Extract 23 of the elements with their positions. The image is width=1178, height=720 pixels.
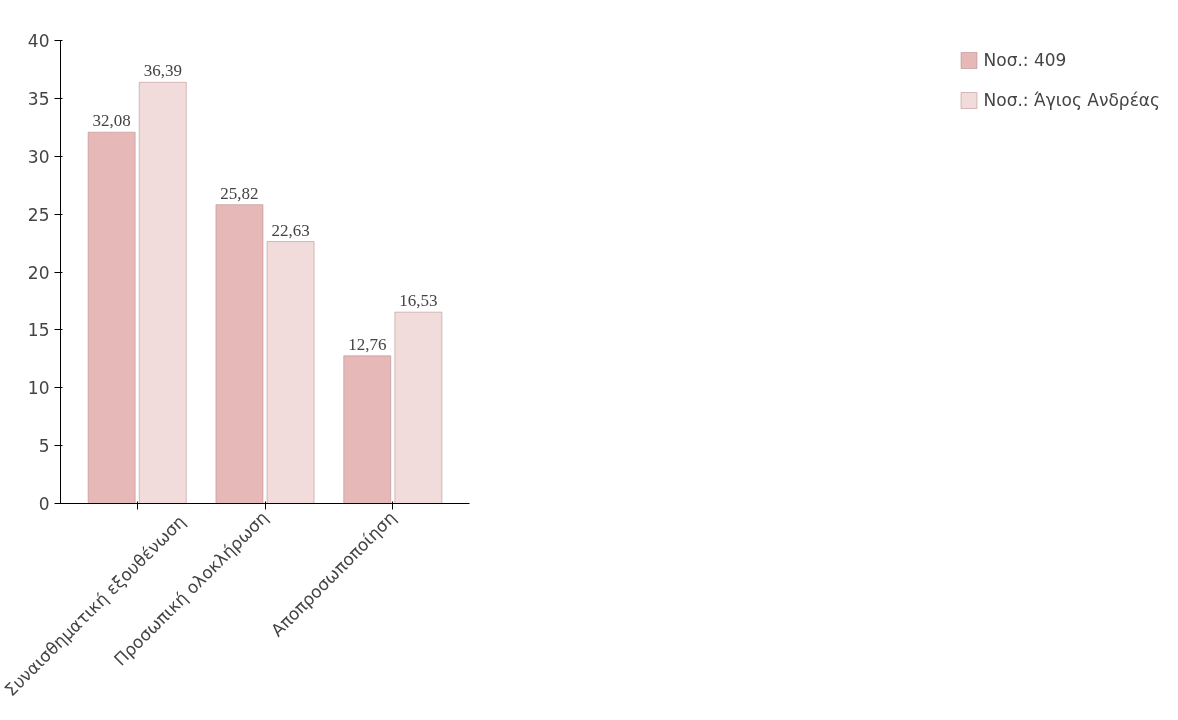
bar <box>215 204 264 504</box>
y-tick-label: 30 <box>27 146 50 167</box>
data-label: 22,63 <box>271 220 310 240</box>
data-label: 36,39 <box>143 61 182 81</box>
y-tick-label: 35 <box>27 88 50 109</box>
bar <box>87 131 136 504</box>
bar <box>394 311 443 504</box>
y-tick-label: 40 <box>27 31 50 51</box>
y-tick-label: 5 <box>38 436 50 457</box>
data-label: 12,76 <box>348 334 387 354</box>
y-tick-label: 25 <box>27 204 50 225</box>
y-tick-label: 20 <box>27 262 50 283</box>
y-tick-label: 15 <box>27 320 50 341</box>
legend-label: Νοσ.: Άγιος Ανδρέας <box>983 90 1160 110</box>
bar <box>138 82 187 504</box>
y-tick-label: 10 <box>27 378 50 399</box>
legend-label: Νοσ.: 409 <box>983 50 1067 70</box>
y-tick-label: 0 <box>38 494 50 514</box>
bar <box>343 355 392 504</box>
data-label: 32,08 <box>92 111 131 131</box>
bar <box>266 241 315 504</box>
data-label: 16,53 <box>399 291 438 311</box>
data-label: 25,82 <box>220 183 259 203</box>
